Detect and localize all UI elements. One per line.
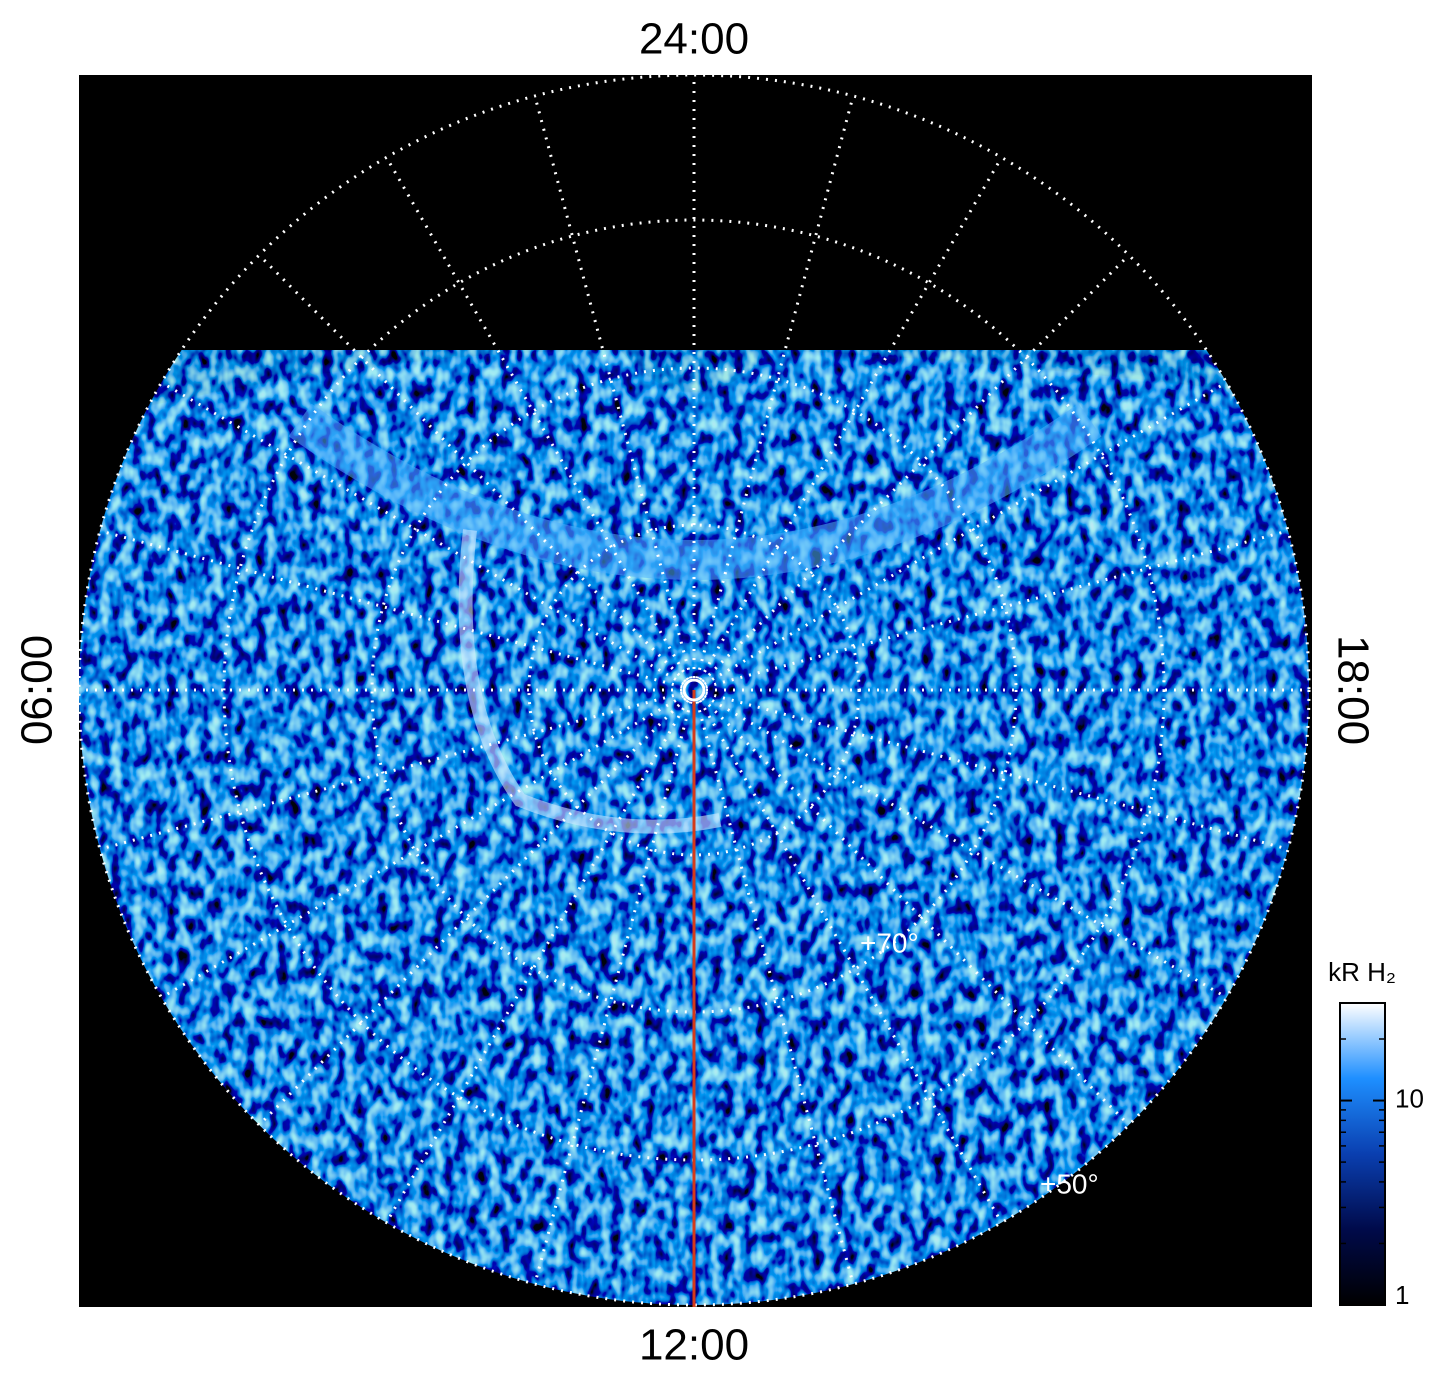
time-label: 12:00 [639, 1321, 749, 1370]
meridian-line [99, 691, 683, 851]
time-label: 18:00 [1328, 635, 1377, 745]
meridian-line [698, 156, 1003, 681]
meridian-line [533, 701, 693, 1285]
pole-marker [682, 678, 706, 702]
meridian-line [258, 254, 687, 683]
latitude-label: +50° [1040, 1168, 1099, 1199]
meridian-line [160, 694, 685, 999]
meridian-line [385, 699, 690, 1224]
colorbar-fill [1339, 1002, 1386, 1306]
colorbar: 1 10 [1339, 1002, 1424, 1310]
meridian-line [701, 697, 1130, 1126]
meridian-line [703, 694, 1228, 999]
meridian-line [160, 381, 685, 686]
latitude-circle [79, 75, 1311, 1307]
meridian-line [258, 697, 687, 1126]
latitude-label: +70° [860, 927, 919, 958]
meridian-line [533, 95, 693, 679]
meridian-line [698, 699, 1003, 1224]
time-label: 06:00 [13, 635, 62, 745]
meridian-line [705, 529, 1289, 689]
colorbar-tick-label: 1 [1395, 1280, 1409, 1310]
meridian-line [705, 691, 1289, 851]
meridian-line [695, 95, 855, 679]
time-label: 24:00 [639, 15, 749, 64]
polar-grid [79, 75, 1311, 1307]
colorbar-tick-label: 10 [1395, 1083, 1424, 1113]
meridian-line [99, 529, 683, 689]
meridian-line [701, 254, 1130, 683]
colorbar-label: kR H₂ [1328, 957, 1396, 987]
meridian-line [703, 381, 1228, 686]
meridian-line [385, 156, 690, 681]
meridian-line [695, 701, 855, 1285]
